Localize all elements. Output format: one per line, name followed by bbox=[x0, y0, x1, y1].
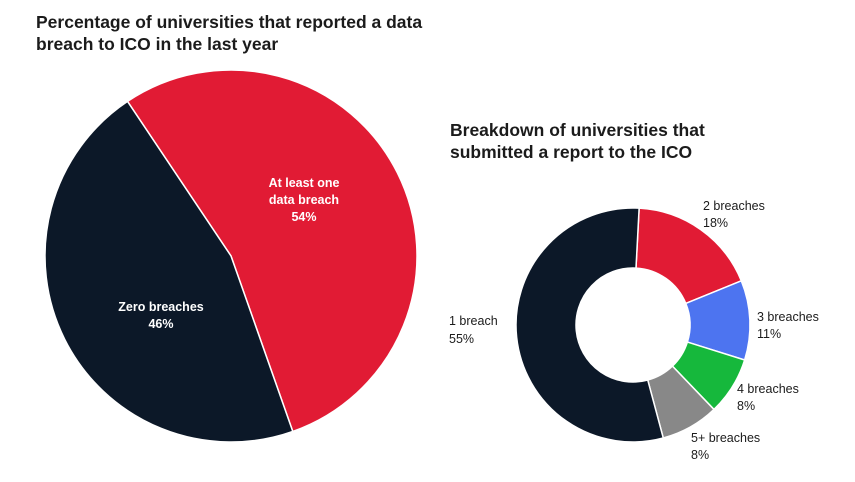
pie-title-line-2: breach to ICO in the last year bbox=[36, 34, 279, 55]
donut-label-5plus-breaches: 5+ breaches bbox=[691, 431, 760, 445]
donut-value-4-breaches: 8% bbox=[737, 399, 755, 413]
pie-slice-0 bbox=[126, 69, 418, 433]
donut-title-line-1: Breakdown of universities that bbox=[450, 120, 705, 140]
donut-label-4-breaches: 4 breaches bbox=[737, 382, 799, 396]
pie-value-zero: 46% bbox=[148, 317, 173, 331]
donut-value-5plus-breaches: 8% bbox=[691, 448, 709, 462]
donut-title-line-2: submitted a report to the ICO bbox=[450, 142, 693, 163]
donut-label-2-breaches: 2 breaches bbox=[703, 199, 765, 213]
donut-label-1-breach: 1 breach bbox=[449, 314, 498, 328]
pie-value-breach: 54% bbox=[291, 210, 316, 224]
donut-slice-4 bbox=[515, 207, 665, 443]
pie-title-line-1: Percentage of universities that reported… bbox=[36, 12, 423, 32]
donut-chart-title: Breakdown of universities that submitted… bbox=[450, 119, 770, 164]
pie-chart-title: Percentage of universities that reported… bbox=[36, 11, 496, 56]
donut-label-3-breaches: 3 breaches bbox=[757, 310, 819, 324]
donut-value-3-breaches: 11% bbox=[757, 327, 781, 341]
pie-slice-1 bbox=[44, 100, 294, 443]
pie-label-breach-line-1: At least one bbox=[269, 176, 340, 190]
pie-label-zero: Zero breaches bbox=[118, 300, 204, 314]
pie-chart bbox=[44, 69, 418, 443]
pie-label-breach-line-2: data breach bbox=[269, 193, 339, 207]
donut-value-2-breaches: 18% bbox=[703, 216, 728, 230]
donut-chart bbox=[515, 207, 751, 443]
donut-value-1-breach: 55% bbox=[449, 332, 474, 346]
